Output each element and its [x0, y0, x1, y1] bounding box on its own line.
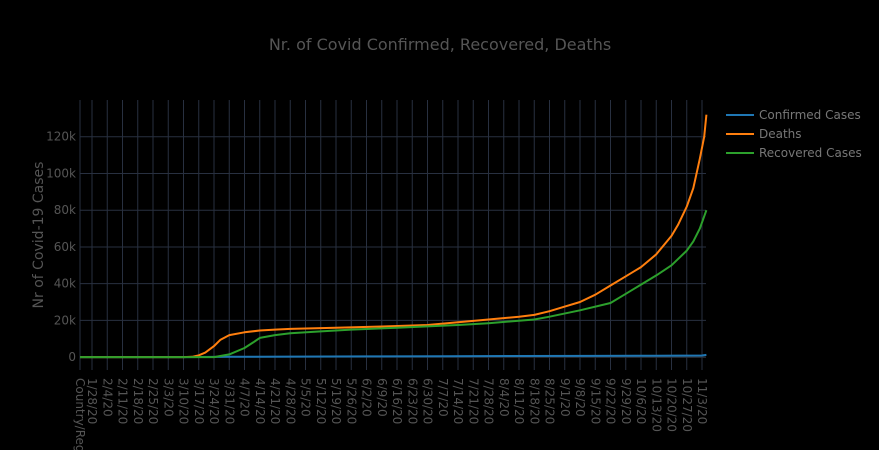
- x-tick-label: 9/1/20: [558, 378, 572, 417]
- legend-label: Deaths: [759, 127, 802, 141]
- x-tick-label: 2/4/20: [100, 378, 114, 417]
- series-line-deaths: [80, 114, 708, 359]
- x-tick-label: 9/15/20: [588, 378, 602, 424]
- x-tick-label: 5/12/20: [314, 378, 328, 424]
- x-tick-label: 4/28/20: [283, 378, 297, 424]
- x-tick-label: 6/2/20: [360, 378, 374, 417]
- y-tick-label: 0: [68, 350, 76, 364]
- grid: [79, 100, 706, 370]
- x-tick-label: 6/30/20: [421, 378, 435, 424]
- x-tick-label: 9/22/20: [604, 378, 618, 424]
- x-tick-label: 3/17/20: [192, 378, 206, 424]
- x-tick-label: 3/31/20: [222, 378, 236, 424]
- x-tick-label: 6/23/20: [405, 378, 419, 424]
- legend-item-recovered-cases[interactable]: Recovered Cases: [726, 146, 862, 160]
- legend-item-confirmed-cases[interactable]: Confirmed Cases: [726, 108, 861, 122]
- x-tick-label: 4/14/20: [253, 378, 267, 424]
- x-tick-label: 7/14/20: [451, 378, 465, 424]
- legend-label: Confirmed Cases: [759, 108, 861, 122]
- y-tick-label: 100k: [46, 166, 76, 180]
- x-tick-label: 5/19/20: [329, 378, 343, 424]
- x-tick-label: 10/27/20: [680, 378, 694, 432]
- x-tick-label: 1/28/20: [85, 378, 99, 424]
- x-tick-label: 7/28/20: [482, 378, 496, 424]
- series-line-recovered-cases: [80, 209, 708, 359]
- x-tick-label: 6/9/20: [375, 378, 389, 417]
- x-tick-label: Country/Region: [73, 378, 87, 450]
- x-tick-label: 8/18/20: [527, 378, 541, 424]
- x-tick-label: 2/18/20: [131, 378, 145, 424]
- x-tick-label: 7/21/20: [466, 378, 480, 424]
- plot-area: [80, 114, 708, 359]
- x-tick-label: 3/10/20: [177, 378, 191, 424]
- x-tick-label: 4/21/20: [268, 378, 282, 424]
- x-tick-label: 11/3/20: [695, 378, 709, 424]
- y-axis-ticks: 0 20k 40k 60k 80k 100k 120k: [46, 130, 76, 364]
- x-tick-label: 9/8/20: [573, 378, 587, 417]
- x-tick-label: 3/24/20: [207, 378, 221, 424]
- y-tick-label: 40k: [54, 277, 76, 291]
- x-tick-label: 10/6/20: [634, 378, 648, 424]
- x-tick-label: 5/5/20: [299, 378, 313, 417]
- y-tick-label: 120k: [46, 130, 76, 144]
- x-tick-label: 10/13/20: [649, 378, 663, 432]
- x-tick-label: 8/25/20: [543, 378, 557, 424]
- x-tick-label: 7/7/20: [436, 378, 450, 417]
- x-tick-label: 9/29/20: [619, 378, 633, 424]
- x-tick-label: 2/11/20: [116, 378, 130, 424]
- legend[interactable]: Confirmed Cases Deaths Recovered Cases: [726, 108, 862, 160]
- legend-label: Recovered Cases: [759, 146, 862, 160]
- y-axis-title: Nr of Covid-19 Cases: [31, 162, 47, 309]
- chart-title: Nr. of Covid Confirmed, Recovered, Death…: [269, 35, 611, 54]
- y-tick-label: 20k: [54, 313, 76, 327]
- x-tick-label: 8/11/20: [512, 378, 526, 424]
- legend-item-deaths[interactable]: Deaths: [726, 127, 802, 141]
- x-tick-label: 3/3/20: [161, 378, 175, 417]
- x-tick-label: 10/20/20: [665, 378, 679, 432]
- x-tick-label: 2/25/20: [146, 378, 160, 424]
- y-tick-label: 60k: [54, 240, 76, 254]
- x-tick-label: 6/16/20: [390, 378, 404, 424]
- x-tick-label: 5/26/20: [344, 378, 358, 424]
- x-tick-label: 8/4/20: [497, 378, 511, 417]
- x-tick-label: 4/7/20: [238, 378, 252, 417]
- y-tick-label: 80k: [54, 203, 76, 217]
